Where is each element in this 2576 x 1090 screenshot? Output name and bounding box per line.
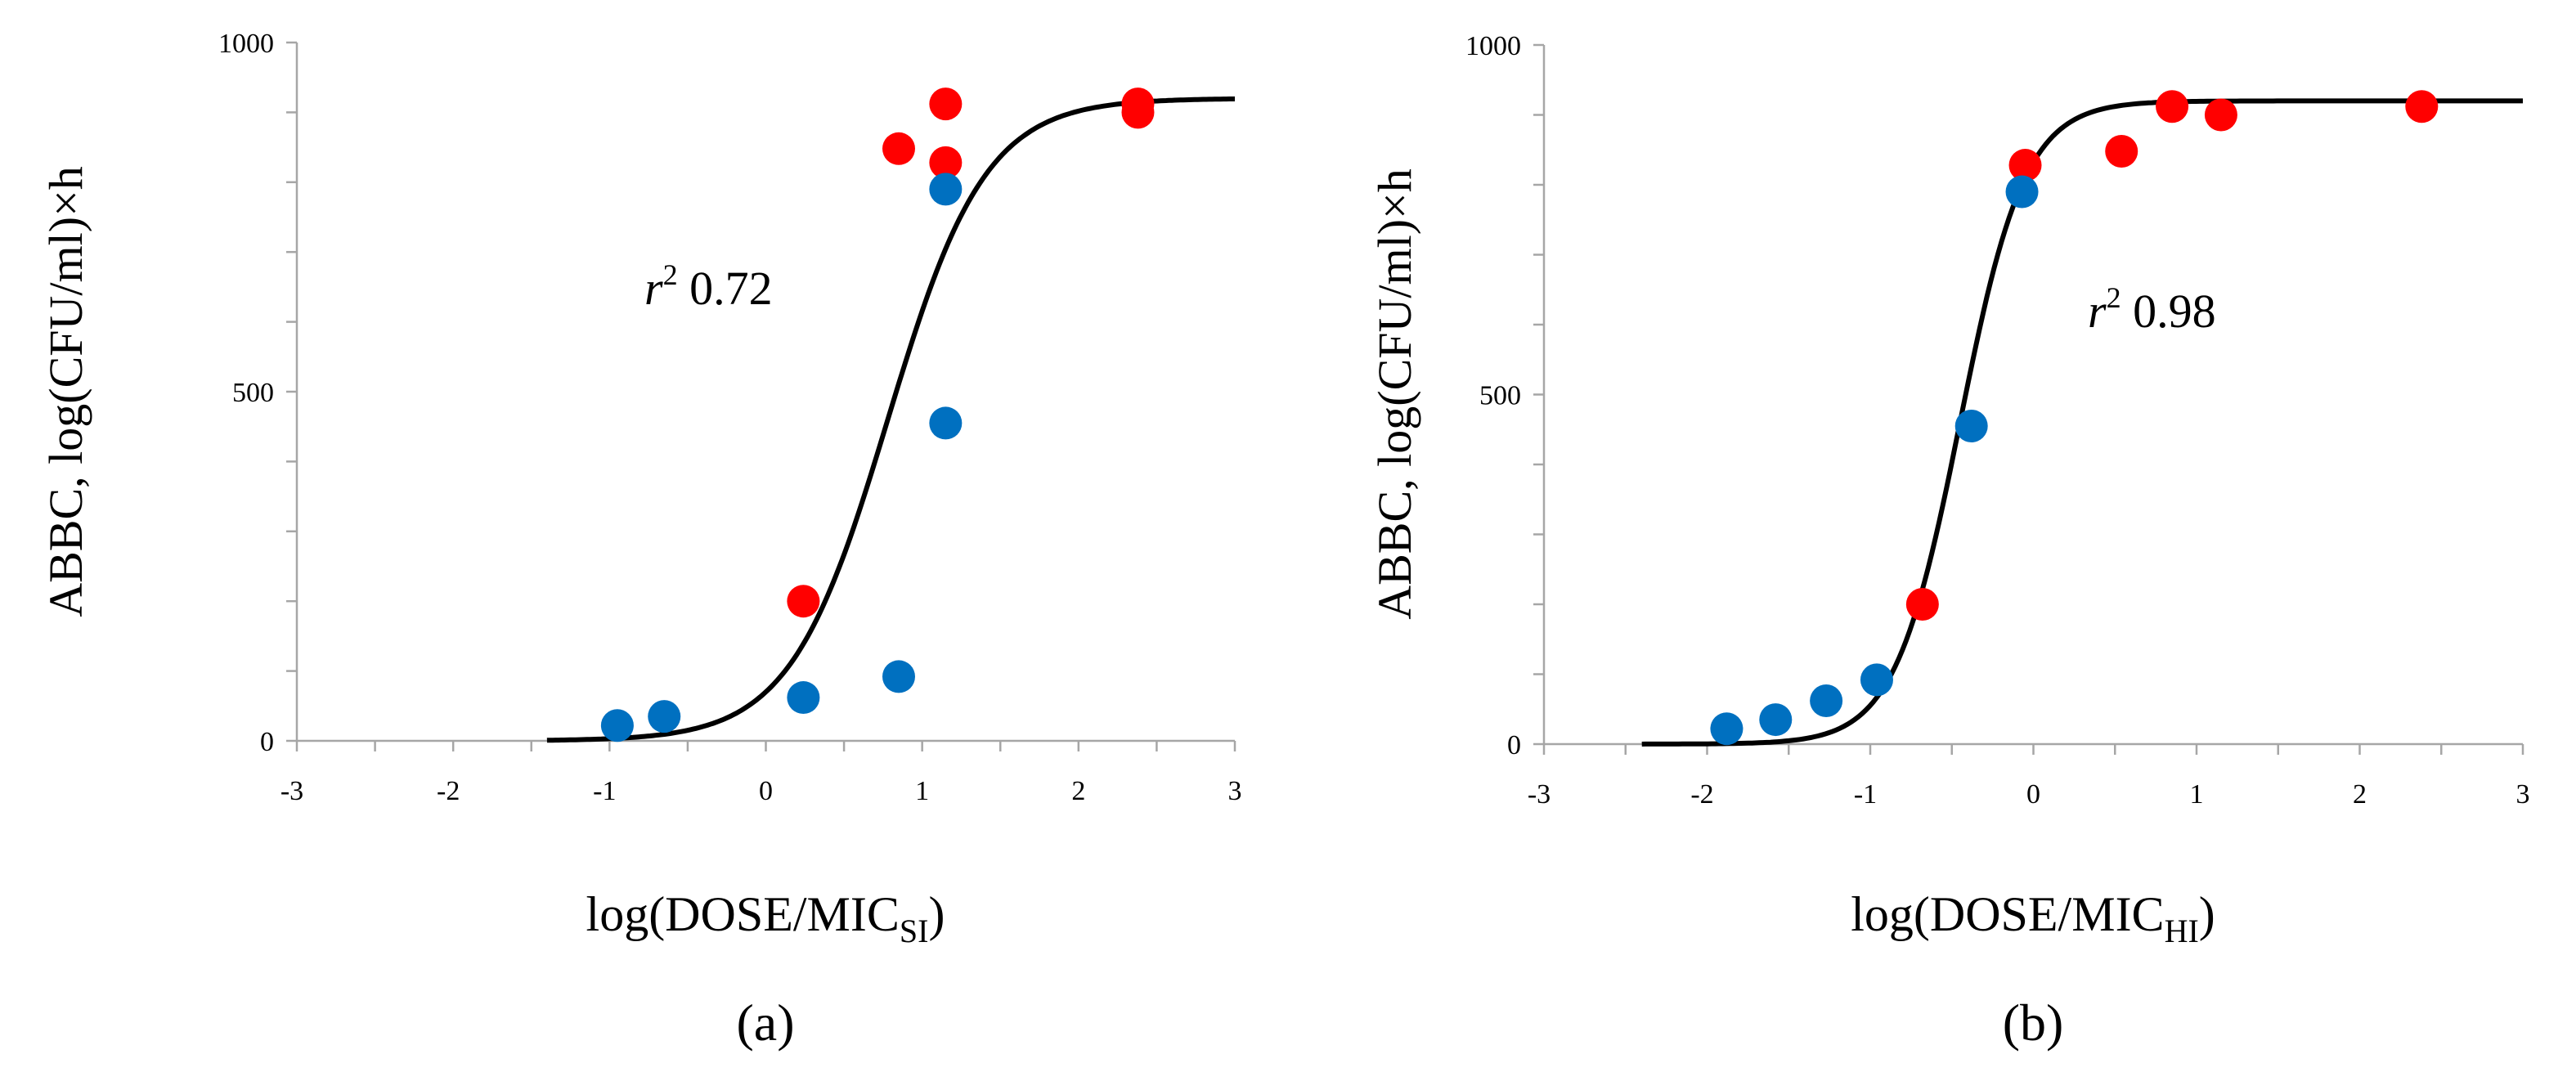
data-point-red <box>2204 98 2237 132</box>
data-point-red <box>929 146 963 179</box>
x-axis-label-main: log(DOSE/MIC <box>1851 887 2164 941</box>
data-point-blue <box>882 660 915 693</box>
r-squared-value: 0.72 <box>678 262 773 315</box>
y-tick-label: 1000 <box>1465 31 1521 61</box>
data-point-blue <box>2005 175 2039 209</box>
data-point-blue <box>1810 684 1843 717</box>
x-tick-label: 1 <box>915 776 929 806</box>
x-tick-label: -2 <box>1690 779 1713 810</box>
x-tick-label: 0 <box>759 776 773 806</box>
data-point-red <box>2405 90 2439 123</box>
x-tick-label: -1 <box>593 776 616 806</box>
data-point-blue <box>1954 409 1988 442</box>
data-point-blue <box>929 173 963 206</box>
x-tick-label: 1 <box>2190 779 2204 810</box>
x-tick-label: 3 <box>2516 779 2530 810</box>
x-axis-label: log(DOSE/MICSI) <box>586 887 945 949</box>
panel-label: (b) <box>2003 994 2064 1052</box>
data-point-blue <box>787 681 820 715</box>
y-tick-label: 500 <box>1479 381 1521 411</box>
x-tick-label: -3 <box>280 776 303 806</box>
x-axis-label-subscript: HI <box>2165 913 2199 949</box>
data-point-blue <box>648 700 681 733</box>
x-tick-label: -3 <box>1528 779 1551 810</box>
data-point-red <box>2156 90 2189 123</box>
r-squared-annotation: r2 0.98 <box>2088 281 2216 338</box>
x-tick-label: 0 <box>2026 779 2040 810</box>
x-tick-label: 2 <box>1071 776 1085 806</box>
y-axis-label: ABBC, log(CFU/ml)×h <box>39 166 92 617</box>
x-axis-label-close: ) <box>2199 887 2215 941</box>
r-squared-symbol: r <box>644 262 663 315</box>
panel-label: (a) <box>736 994 794 1052</box>
x-axis-label-close: ) <box>928 887 945 941</box>
y-tick-label: 500 <box>232 378 274 408</box>
fit-curve-line <box>546 96 1235 743</box>
x-tick-label: 3 <box>1228 776 1242 806</box>
x-axis-label-subscript: SI <box>900 913 929 949</box>
y-tick-label: 1000 <box>218 29 274 59</box>
data-point-red <box>787 585 820 618</box>
data-point-red <box>1121 87 1155 121</box>
y-axis-label: ABBC, log(CFU/ml)×h <box>1368 168 1421 620</box>
data-point-red <box>882 132 915 165</box>
x-axis-label: log(DOSE/MICHI) <box>1851 887 2215 949</box>
r-squared-symbol: r <box>2088 285 2107 338</box>
x-axis-label-main: log(DOSE/MIC <box>586 887 900 941</box>
x-tick-label: -1 <box>1854 779 1877 810</box>
x-tick-label: 2 <box>2353 779 2367 810</box>
data-point-blue <box>1860 663 1893 697</box>
data-point-red <box>2008 149 2042 182</box>
x-tick-label: -2 <box>437 776 460 806</box>
data-point-red <box>1905 588 1939 621</box>
y-tick-label: 0 <box>260 727 274 757</box>
r-squared-superscript: 2 <box>2107 281 2121 314</box>
data-point-blue <box>929 406 963 440</box>
data-point-blue <box>1759 703 1793 737</box>
data-point-blue <box>1710 712 1744 746</box>
y-tick-label: 0 <box>1507 730 1521 760</box>
r-squared-annotation: r2 0.72 <box>644 258 773 315</box>
fit-curve-line <box>1641 98 2523 747</box>
data-point-red <box>2105 134 2138 168</box>
r-squared-superscript: 2 <box>663 258 678 291</box>
r-squared-value: 0.98 <box>2121 285 2216 338</box>
data-point-red <box>929 87 963 121</box>
data-point-blue <box>600 709 634 742</box>
